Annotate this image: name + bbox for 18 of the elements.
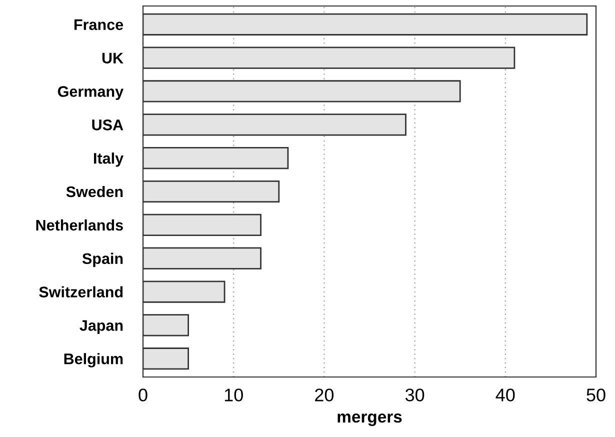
x-tick-label: 40 <box>496 388 515 402</box>
y-tick-label: Japan <box>80 320 123 334</box>
x-tick-label: 50 <box>586 388 606 402</box>
y-tick-label: Switzerland <box>39 286 123 298</box>
y-tick-label: Belgium <box>64 353 123 368</box>
y-tick-label: USA <box>92 120 124 130</box>
y-tick-label: Sweden <box>66 186 123 198</box>
y-tick-label: UK <box>102 52 124 64</box>
y-tick-label: Netherlands <box>36 219 123 231</box>
x-tick-label: 20 <box>315 388 334 402</box>
y-tick-label: Italy <box>94 152 124 167</box>
x-tick-label: 0 <box>138 388 148 402</box>
y-tick-label: France <box>74 19 124 30</box>
y-tick-label: Spain <box>82 252 123 268</box>
x-tick-label: 10 <box>224 388 243 402</box>
x-tick-label: 30 <box>405 388 424 402</box>
x-axis-title: mergers <box>338 414 402 426</box>
y-tick-label: Germany <box>58 86 124 100</box>
